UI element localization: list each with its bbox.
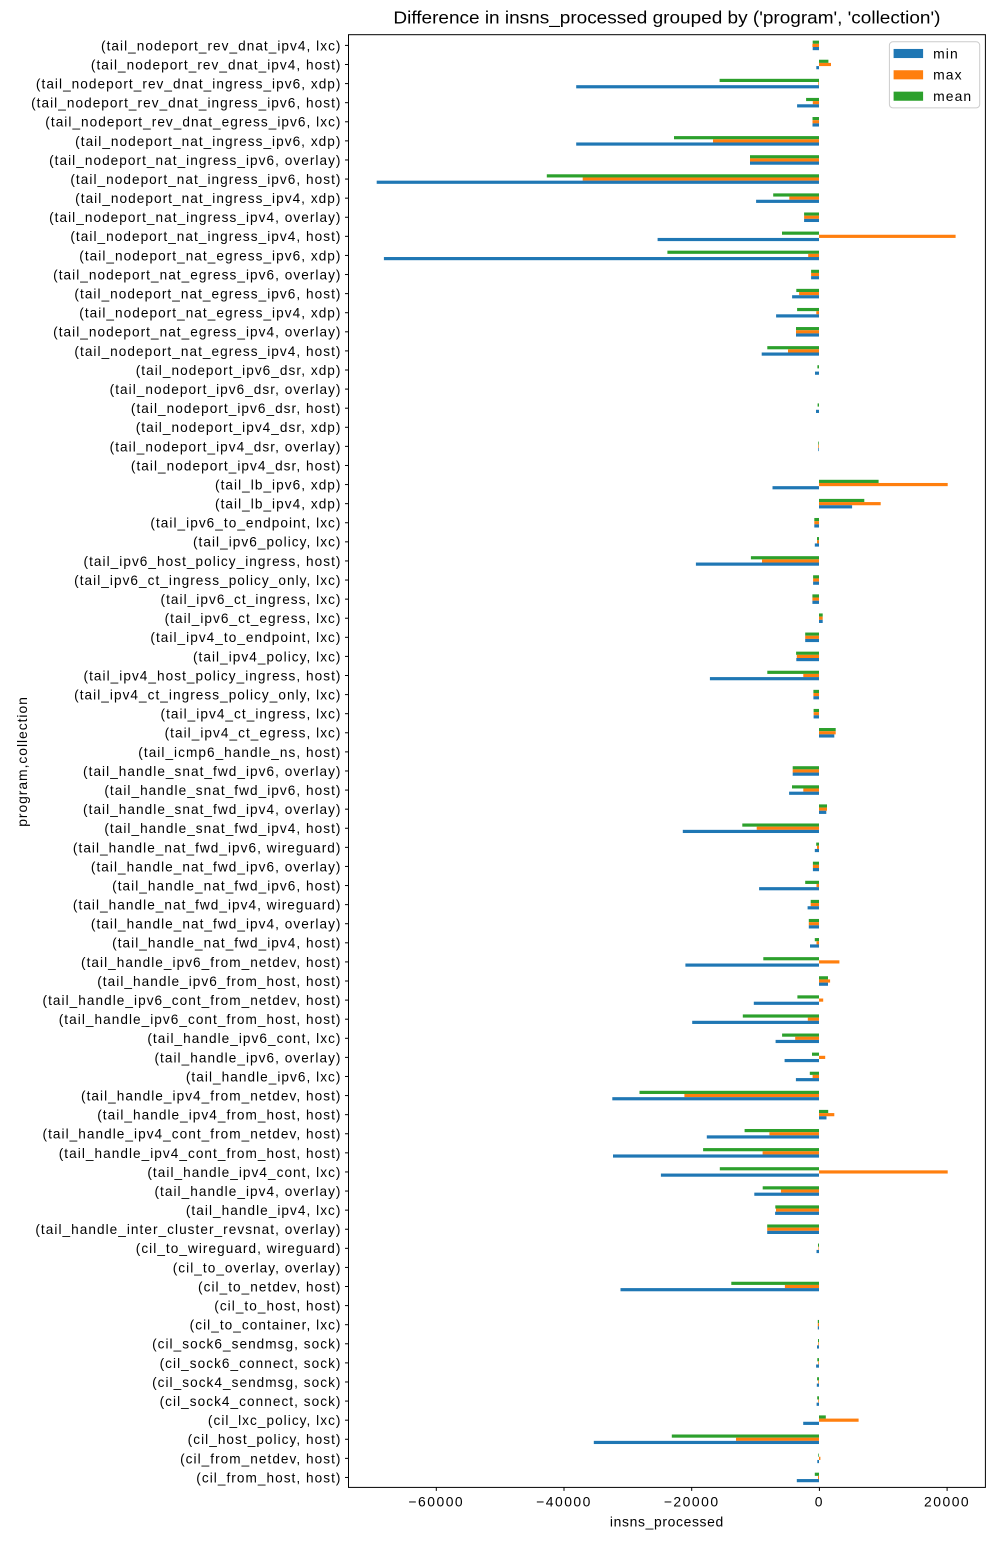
svg-text:(tail_nodeport_nat_egress_ipv6: (tail_nodeport_nat_egress_ipv6, xdp) bbox=[79, 248, 341, 263]
svg-text:(tail_ipv6_ct_ingress_policy_o: (tail_ipv6_ct_ingress_policy_only, lxc) bbox=[74, 573, 341, 588]
svg-text:(cil_lxc_policy, lxc): (cil_lxc_policy, lxc) bbox=[208, 1413, 342, 1428]
svg-text:(tail_nodeport_nat_egress_ipv4: (tail_nodeport_nat_egress_ipv4, overlay) bbox=[53, 325, 341, 340]
svg-text:(cil_host_policy, host): (cil_host_policy, host) bbox=[188, 1432, 342, 1447]
svg-text:(cil_sock4_sendmsg, sock): (cil_sock4_sendmsg, sock) bbox=[152, 1375, 341, 1390]
svg-text:(tail_nodeport_rev_dnat_ingres: (tail_nodeport_rev_dnat_ingress_ipv6, ho… bbox=[31, 96, 341, 111]
svg-text:(tail_handle_ipv6, lxc): (tail_handle_ipv6, lxc) bbox=[186, 1069, 342, 1084]
svg-text:(tail_handle_snat_fwd_ipv6, ov: (tail_handle_snat_fwd_ipv6, overlay) bbox=[83, 764, 341, 779]
svg-text:max: max bbox=[933, 67, 963, 83]
svg-text:(tail_handle_ipv4_cont_from_ne: (tail_handle_ipv4_cont_from_netdev, host… bbox=[43, 1127, 342, 1142]
svg-text:(tail_handle_ipv4, overlay): (tail_handle_ipv4, overlay) bbox=[154, 1184, 341, 1199]
svg-text:−20000: −20000 bbox=[664, 1494, 720, 1510]
svg-text:(tail_handle_nat_fwd_ipv4, hos: (tail_handle_nat_fwd_ipv4, host) bbox=[112, 936, 341, 951]
svg-text:(cil_from_netdev, host): (cil_from_netdev, host) bbox=[180, 1451, 341, 1466]
svg-text:(tail_nodeport_ipv6_dsr, xdp): (tail_nodeport_ipv6_dsr, xdp) bbox=[136, 363, 342, 378]
svg-text:−40000: −40000 bbox=[536, 1494, 592, 1510]
svg-text:(tail_nodeport_nat_egress_ipv6: (tail_nodeport_nat_egress_ipv6, overlay) bbox=[53, 267, 341, 282]
svg-text:min: min bbox=[933, 45, 959, 61]
svg-text:(tail_handle_snat_fwd_ipv4, ov: (tail_handle_snat_fwd_ipv4, overlay) bbox=[83, 802, 341, 817]
svg-text:(tail_handle_snat_fwd_ipv6, ho: (tail_handle_snat_fwd_ipv6, host) bbox=[104, 783, 341, 798]
svg-text:(tail_ipv4_ct_ingress_policy_o: (tail_ipv4_ct_ingress_policy_only, lxc) bbox=[74, 688, 341, 703]
svg-text:Difference in insns_processed: Difference in insns_processed grouped by… bbox=[393, 8, 940, 28]
svg-text:(cil_sock6_connect, sock): (cil_sock6_connect, sock) bbox=[160, 1356, 342, 1371]
svg-text:(tail_nodeport_ipv4_dsr, host): (tail_nodeport_ipv4_dsr, host) bbox=[131, 458, 342, 473]
svg-text:(tail_ipv4_host_policy_ingress: (tail_ipv4_host_policy_ingress, host) bbox=[84, 668, 342, 683]
svg-text:(tail_ipv4_to_endpoint, lxc): (tail_ipv4_to_endpoint, lxc) bbox=[150, 630, 341, 645]
svg-text:(tail_icmp6_handle_ns, host): (tail_icmp6_handle_ns, host) bbox=[138, 745, 341, 760]
svg-text:(cil_sock6_sendmsg, sock): (cil_sock6_sendmsg, sock) bbox=[152, 1337, 341, 1352]
svg-text:(tail_nodeport_rev_dnat_ipv4,: (tail_nodeport_rev_dnat_ipv4, host) bbox=[91, 57, 342, 72]
svg-text:mean: mean bbox=[933, 88, 972, 104]
svg-text:(tail_ipv6_ct_ingress, lxc): (tail_ipv6_ct_ingress, lxc) bbox=[161, 592, 342, 607]
svg-text:(tail_nodeport_nat_egress_ipv6: (tail_nodeport_nat_egress_ipv6, host) bbox=[74, 287, 341, 302]
svg-text:(cil_sock4_connect, sock): (cil_sock4_connect, sock) bbox=[160, 1394, 342, 1409]
svg-text:(tail_ipv4_policy, lxc): (tail_ipv4_policy, lxc) bbox=[193, 649, 342, 664]
svg-text:(tail_nodeport_ipv6_dsr, host): (tail_nodeport_ipv6_dsr, host) bbox=[131, 401, 342, 416]
svg-text:(cil_to_overlay, overlay): (cil_to_overlay, overlay) bbox=[173, 1260, 342, 1275]
svg-text:(tail_ipv4_ct_ingress, lxc): (tail_ipv4_ct_ingress, lxc) bbox=[161, 707, 342, 722]
svg-text:(tail_nodeport_nat_ingress_ipv: (tail_nodeport_nat_ingress_ipv4, overlay… bbox=[49, 210, 341, 225]
svg-text:(cil_from_host, host): (cil_from_host, host) bbox=[196, 1470, 341, 1485]
svg-text:(tail_handle_nat_fwd_ipv6, hos: (tail_handle_nat_fwd_ipv6, host) bbox=[112, 878, 341, 893]
svg-text:(tail_handle_inter_cluster_rev: (tail_handle_inter_cluster_revsnat, over… bbox=[35, 1222, 341, 1237]
svg-text:(tail_nodeport_rev_dnat_ipv4,: (tail_nodeport_rev_dnat_ipv4, lxc) bbox=[101, 38, 341, 53]
svg-text:(tail_handle_ipv4_cont, lxc): (tail_handle_ipv4_cont, lxc) bbox=[147, 1165, 341, 1180]
svg-text:(tail_ipv6_policy, lxc): (tail_ipv6_policy, lxc) bbox=[193, 535, 342, 550]
svg-text:(cil_to_wireguard, wireguard): (cil_to_wireguard, wireguard) bbox=[136, 1241, 342, 1256]
svg-text:(tail_handle_ipv6_cont_from_ho: (tail_handle_ipv6_cont_from_host, host) bbox=[59, 1012, 342, 1027]
svg-text:0: 0 bbox=[815, 1494, 824, 1510]
svg-text:(tail_handle_nat_fwd_ipv4, ove: (tail_handle_nat_fwd_ipv4, overlay) bbox=[91, 917, 342, 932]
svg-text:(tail_ipv6_ct_egress, lxc): (tail_ipv6_ct_egress, lxc) bbox=[165, 611, 342, 626]
svg-text:(tail_handle_ipv4_from_netdev,: (tail_handle_ipv4_from_netdev, host) bbox=[81, 1088, 341, 1103]
svg-text:−60000: −60000 bbox=[408, 1494, 464, 1510]
svg-text:(tail_ipv6_host_policy_ingress: (tail_ipv6_host_policy_ingress, host) bbox=[84, 554, 342, 569]
svg-text:(tail_nodeport_nat_ingress_ipv: (tail_nodeport_nat_ingress_ipv6, xdp) bbox=[75, 134, 341, 149]
svg-text:(tail_nodeport_rev_dnat_egress: (tail_nodeport_rev_dnat_egress_ipv6, lxc… bbox=[45, 115, 341, 130]
svg-text:(tail_nodeport_rev_dnat_ingres: (tail_nodeport_rev_dnat_ingress_ipv6, xd… bbox=[36, 76, 342, 91]
svg-text:(tail_nodeport_nat_egress_ipv4: (tail_nodeport_nat_egress_ipv4, xdp) bbox=[79, 306, 341, 321]
svg-text:(tail_nodeport_nat_egress_ipv4: (tail_nodeport_nat_egress_ipv4, host) bbox=[74, 344, 341, 359]
svg-text:program,collection: program,collection bbox=[14, 696, 30, 827]
svg-text:(tail_handle_ipv4_from_host, h: (tail_handle_ipv4_from_host, host) bbox=[97, 1108, 341, 1123]
svg-text:(tail_handle_ipv4, lxc): (tail_handle_ipv4, lxc) bbox=[186, 1203, 342, 1218]
svg-text:(cil_to_container, lxc): (cil_to_container, lxc) bbox=[190, 1318, 342, 1333]
svg-text:(tail_nodeport_nat_ingress_ipv: (tail_nodeport_nat_ingress_ipv4, host) bbox=[70, 229, 341, 244]
svg-text:(tail_nodeport_nat_ingress_ipv: (tail_nodeport_nat_ingress_ipv6, host) bbox=[70, 172, 341, 187]
svg-text:20000: 20000 bbox=[924, 1494, 970, 1510]
svg-text:(tail_handle_ipv6_cont_from_ne: (tail_handle_ipv6_cont_from_netdev, host… bbox=[43, 993, 342, 1008]
svg-text:(tail_nodeport_ipv4_dsr, overl: (tail_nodeport_ipv4_dsr, overlay) bbox=[110, 439, 342, 454]
svg-text:(tail_handle_ipv6_from_netdev,: (tail_handle_ipv6_from_netdev, host) bbox=[81, 955, 341, 970]
svg-text:(tail_handle_snat_fwd_ipv4, ho: (tail_handle_snat_fwd_ipv4, host) bbox=[104, 821, 341, 836]
svg-text:(tail_handle_nat_fwd_ipv6, wir: (tail_handle_nat_fwd_ipv6, wireguard) bbox=[73, 840, 342, 855]
svg-text:(tail_handle_ipv6_from_host, h: (tail_handle_ipv6_from_host, host) bbox=[97, 974, 341, 989]
svg-text:(tail_lb_ipv4, xdp): (tail_lb_ipv4, xdp) bbox=[215, 497, 342, 512]
svg-text:(tail_handle_ipv4_cont_from_ho: (tail_handle_ipv4_cont_from_host, host) bbox=[59, 1146, 342, 1161]
svg-text:(cil_to_host, host): (cil_to_host, host) bbox=[214, 1299, 341, 1314]
svg-text:insns_processed: insns_processed bbox=[610, 1514, 724, 1530]
svg-text:(tail_handle_nat_fwd_ipv4, wir: (tail_handle_nat_fwd_ipv4, wireguard) bbox=[73, 898, 342, 913]
svg-text:(tail_lb_ipv6, xdp): (tail_lb_ipv6, xdp) bbox=[215, 477, 342, 492]
svg-text:(tail_handle_ipv6_cont, lxc): (tail_handle_ipv6_cont, lxc) bbox=[147, 1031, 341, 1046]
svg-text:(tail_ipv4_ct_egress, lxc): (tail_ipv4_ct_egress, lxc) bbox=[165, 726, 342, 741]
svg-text:(tail_nodeport_ipv6_dsr, overl: (tail_nodeport_ipv6_dsr, overlay) bbox=[110, 382, 342, 397]
svg-text:(tail_nodeport_ipv4_dsr, xdp): (tail_nodeport_ipv4_dsr, xdp) bbox=[136, 420, 342, 435]
svg-text:(tail_ipv6_to_endpoint, lxc): (tail_ipv6_to_endpoint, lxc) bbox=[150, 516, 341, 531]
svg-text:(tail_nodeport_nat_ingress_ipv: (tail_nodeport_nat_ingress_ipv4, xdp) bbox=[75, 191, 341, 206]
svg-text:(tail_nodeport_nat_ingress_ipv: (tail_nodeport_nat_ingress_ipv6, overlay… bbox=[49, 153, 341, 168]
svg-text:(cil_to_netdev, host): (cil_to_netdev, host) bbox=[198, 1279, 341, 1294]
svg-text:(tail_handle_nat_fwd_ipv6, ove: (tail_handle_nat_fwd_ipv6, overlay) bbox=[91, 859, 342, 874]
svg-text:(tail_handle_ipv6, overlay): (tail_handle_ipv6, overlay) bbox=[154, 1050, 341, 1065]
